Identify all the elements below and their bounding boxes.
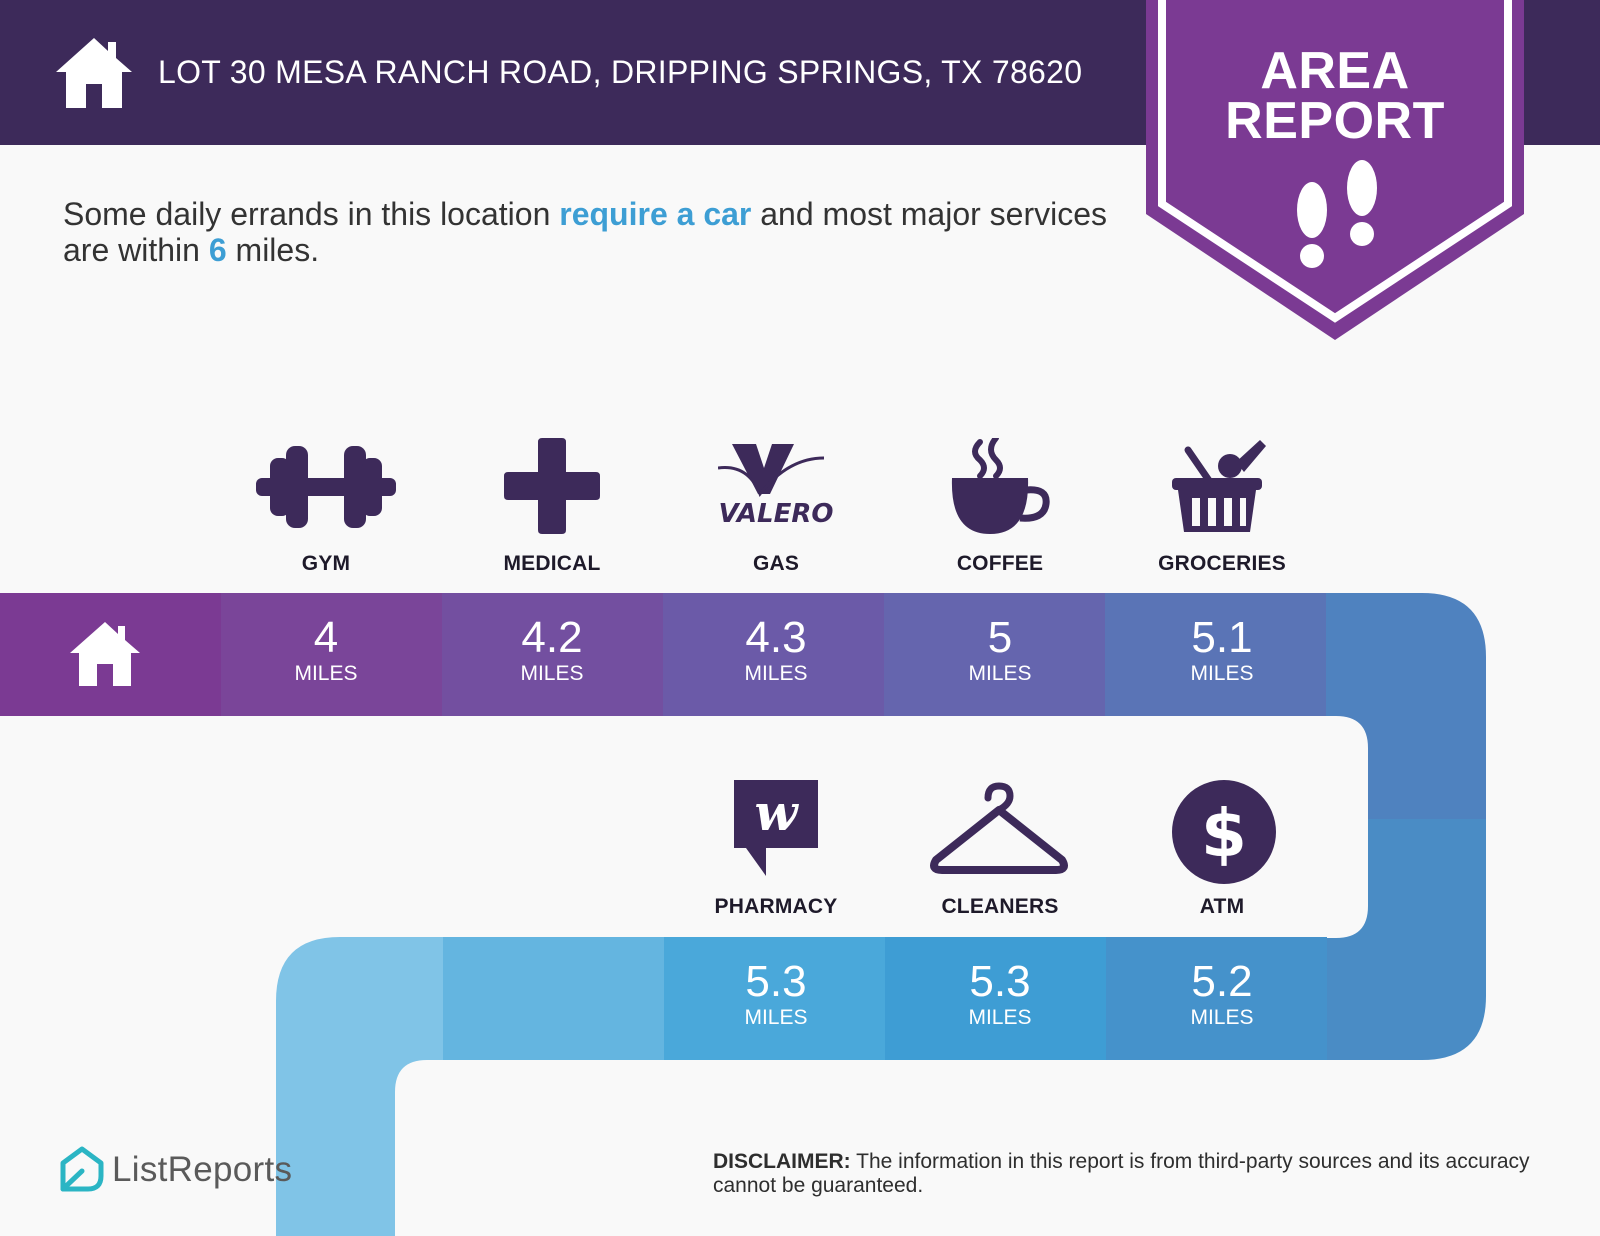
intro-part3: miles. — [226, 232, 320, 268]
dollar-coin-icon: $ — [1172, 780, 1276, 884]
home-icon — [56, 38, 132, 108]
coffee-cup-icon — [951, 438, 1050, 534]
service-label-coffee: COFFEE — [956, 552, 1044, 575]
service-label-medical: MEDICAL — [503, 552, 601, 575]
distance-value: 5.1 — [1191, 613, 1253, 662]
distance-value: 5 — [987, 613, 1013, 662]
medical-cross-icon — [504, 438, 600, 534]
valero-logo-icon: VALERO — [718, 444, 834, 528]
intro-highlight-miles: 6 — [208, 232, 227, 268]
svg-text:$: $ — [1201, 795, 1247, 872]
distance-unit: MILES — [744, 1006, 808, 1029]
distance-cell-gas: 4.3 MILES — [666, 615, 886, 687]
service-label-pharmacy: PHARMACY — [714, 895, 838, 918]
distance-cell-cleaners: 5.3 MILES — [890, 959, 1110, 1031]
grocery-basket-icon — [1172, 440, 1266, 532]
area-report-badge — [1146, 0, 1524, 340]
distance-cell-atm: 5.2 MILES — [1112, 959, 1332, 1031]
distance-cell-medical: 4.2 MILES — [442, 615, 662, 687]
walgreens-logo-icon: w — [734, 780, 818, 876]
track-home-icon — [70, 622, 140, 686]
disclaimer-label: DISCLAIMER: — [713, 1150, 851, 1173]
hanger-icon — [930, 782, 1068, 874]
badge-title-line2: REPORT — [1225, 92, 1445, 150]
distance-value: 5.3 — [745, 957, 807, 1006]
listreports-logo-icon — [60, 1146, 104, 1192]
distance-unit: MILES — [1190, 1006, 1254, 1029]
distance-value: 4 — [313, 613, 339, 662]
footprints-icon — [1297, 160, 1377, 268]
intro-part2: and most major services are within — [63, 196, 1108, 268]
distance-unit: MILES — [968, 662, 1032, 685]
property-address: LOT 30 MESA RANCH ROAD, DRIPPING SPRINGS… — [158, 54, 1083, 90]
service-label-gym: GYM — [301, 552, 351, 575]
distance-value: 4.3 — [745, 613, 807, 662]
service-label-groceries: GROCERIES — [1158, 552, 1286, 575]
distance-value: 5.2 — [1191, 957, 1253, 1006]
distance-unit: MILES — [968, 1006, 1032, 1029]
distance-value: 5.3 — [969, 957, 1031, 1006]
distance-cell-pharmacy: 5.3 MILES — [666, 959, 886, 1031]
service-label-cleaners: CLEANERS — [941, 895, 1059, 918]
distance-unit: MILES — [744, 662, 808, 685]
disclaimer: DISCLAIMER: The information in this repo… — [713, 1150, 1543, 1198]
badge-title-line1: AREA — [1260, 42, 1410, 100]
distance-cell-groceries: 5.1 MILES — [1112, 615, 1332, 687]
valero-logo-text: VALERO — [719, 499, 834, 528]
intro-part1: Some daily errands in this location — [63, 196, 560, 232]
brand-name: ListReports — [112, 1150, 293, 1189]
distance-unit: MILES — [520, 662, 584, 685]
intro-highlight-car: require a car — [559, 196, 752, 232]
disclaimer-text: The information in this report is from t… — [713, 1150, 1530, 1197]
badge-title: AREA REPORT — [1146, 42, 1524, 150]
svg-text:w: w — [754, 783, 799, 842]
distance-value: 4.2 — [521, 613, 583, 662]
service-label-atm: ATM — [1199, 895, 1245, 918]
distance-cell-coffee: 5 MILES — [890, 615, 1110, 687]
dumbbell-icon — [256, 446, 396, 528]
distance-unit: MILES — [1190, 662, 1254, 685]
intro-text: Some daily errands in this location requ… — [63, 196, 1123, 268]
distance-cell-gym: 4 MILES — [216, 615, 436, 687]
service-label-gas: GAS — [752, 552, 800, 575]
distance-unit: MILES — [294, 662, 358, 685]
